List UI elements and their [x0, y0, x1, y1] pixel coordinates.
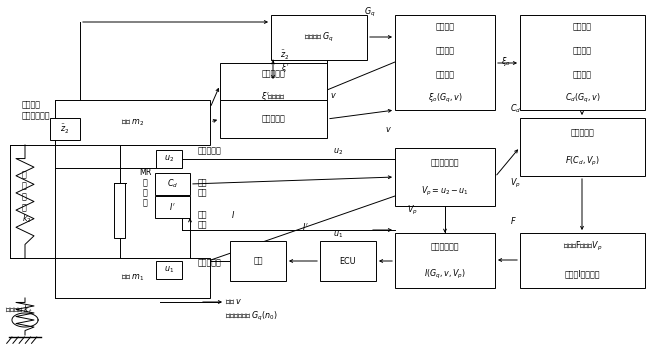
- Text: $C_d$: $C_d$: [167, 178, 178, 190]
- Bar: [156, 261, 182, 279]
- Text: 电流: 电流: [198, 220, 208, 230]
- Text: 活塞相对速度: 活塞相对速度: [431, 158, 459, 167]
- Text: 最佳阻尼力: 最佳阻尼力: [571, 128, 594, 137]
- Bar: [271, 15, 367, 60]
- Text: 电流控制规律: 电流控制规律: [431, 242, 459, 251]
- Text: $u_2$: $u_2$: [333, 147, 343, 157]
- Bar: [155, 196, 190, 218]
- Text: $C_d$: $C_d$: [510, 103, 521, 115]
- Text: 刚: 刚: [22, 192, 27, 201]
- Text: 车辆行驶路况 $G_q(n_0)$: 车辆行驶路况 $G_q(n_0)$: [225, 310, 278, 323]
- Bar: [55, 100, 210, 145]
- Text: 车速传感器: 车速传感器: [262, 114, 285, 124]
- Bar: [114, 184, 125, 238]
- Text: 减: 减: [142, 179, 148, 187]
- Bar: [520, 118, 645, 176]
- Text: 磁流变减: 磁流变减: [573, 22, 592, 31]
- Text: 速度传感器: 速度传感器: [198, 258, 222, 267]
- Text: $\xi'$: $\xi'$: [281, 60, 289, 73]
- Text: 架实时最: 架实时最: [436, 46, 454, 55]
- Text: 阻尼力F与速度$V_p$: 阻尼力F与速度$V_p$: [563, 240, 602, 253]
- Text: 车速 $v$: 车速 $v$: [225, 298, 242, 306]
- Text: 阻尼系数: 阻尼系数: [573, 70, 592, 79]
- Bar: [50, 118, 80, 140]
- Text: 车身 $m_2$: 车身 $m_2$: [121, 117, 144, 128]
- Text: $u_1$: $u_1$: [333, 230, 343, 240]
- Text: $C_d(G_q,v)$: $C_d(G_q,v)$: [565, 92, 600, 105]
- Text: 当前阻尼比: 当前阻尼比: [262, 70, 285, 79]
- Bar: [395, 148, 495, 206]
- Text: 架: 架: [22, 181, 27, 191]
- Text: 车轮 $m_1$: 车轮 $m_1$: [121, 273, 144, 283]
- Text: $V_p$: $V_p$: [407, 204, 418, 217]
- Text: 速度传感器: 速度传感器: [198, 146, 222, 155]
- Text: $\xi'$仿真模型: $\xi'$仿真模型: [261, 90, 286, 103]
- Text: $\ddot{z}_2$: $\ddot{z}_2$: [280, 48, 290, 62]
- Bar: [520, 233, 645, 288]
- Text: 电流: 电流: [198, 188, 208, 198]
- Text: $\xi_o$: $\xi_o$: [501, 55, 511, 68]
- Bar: [320, 241, 376, 281]
- Text: 施加: 施加: [198, 211, 208, 219]
- Text: $\ddot{z}_2$: $\ddot{z}_2$: [60, 122, 70, 136]
- Text: $u_1$: $u_1$: [164, 265, 174, 275]
- Text: 车身振动: 车身振动: [22, 100, 41, 110]
- Text: $I'$: $I'$: [302, 221, 308, 232]
- Text: 度: 度: [22, 204, 27, 212]
- Bar: [156, 150, 182, 168]
- Text: $V_p$: $V_p$: [510, 177, 521, 190]
- Bar: [220, 100, 327, 138]
- Bar: [395, 15, 495, 110]
- Text: 振器最佳: 振器最佳: [573, 46, 592, 55]
- Text: $I(G_q,v,V_p)$: $I(G_q,v,V_p)$: [424, 268, 466, 281]
- Text: 佳阻尼比: 佳阻尼比: [436, 70, 454, 79]
- Bar: [520, 15, 645, 110]
- Text: 半主动悬: 半主动悬: [436, 22, 454, 31]
- Text: $G_q$: $G_q$: [364, 6, 375, 19]
- Text: 及电流I之间关系: 及电流I之间关系: [565, 270, 600, 279]
- Text: ECU: ECU: [340, 257, 357, 265]
- Text: $v$: $v$: [330, 91, 337, 99]
- Text: 悬: 悬: [22, 171, 27, 179]
- Text: $F$: $F$: [510, 216, 517, 226]
- Text: 器: 器: [142, 199, 148, 207]
- Bar: [395, 233, 495, 288]
- Text: $I'$: $I'$: [169, 201, 176, 212]
- Text: MR: MR: [139, 168, 151, 178]
- Bar: [155, 173, 190, 195]
- Text: 振: 振: [142, 188, 148, 198]
- Text: 测量: 测量: [198, 179, 208, 187]
- Text: $k_2$: $k_2$: [22, 213, 31, 225]
- Text: 加速度传感器: 加速度传感器: [22, 112, 50, 120]
- Text: 轮胎刚度 $k_t$: 轮胎刚度 $k_t$: [5, 304, 33, 316]
- Text: $V_p = u_2 - u_1$: $V_p = u_2 - u_1$: [421, 185, 469, 198]
- Text: 路况辨识 $G_q$: 路况辨识 $G_q$: [304, 31, 334, 44]
- Text: $I$: $I$: [231, 210, 235, 220]
- Text: $v$: $v$: [385, 126, 392, 134]
- Text: 电源: 电源: [253, 257, 263, 265]
- Text: $F(C_d,V_p)$: $F(C_d,V_p)$: [565, 155, 600, 168]
- Bar: [55, 258, 210, 298]
- Bar: [230, 241, 286, 281]
- Bar: [220, 63, 327, 108]
- Text: $u_2$: $u_2$: [164, 154, 174, 164]
- Text: $\xi_o(G_q,v)$: $\xi_o(G_q,v)$: [428, 92, 462, 105]
